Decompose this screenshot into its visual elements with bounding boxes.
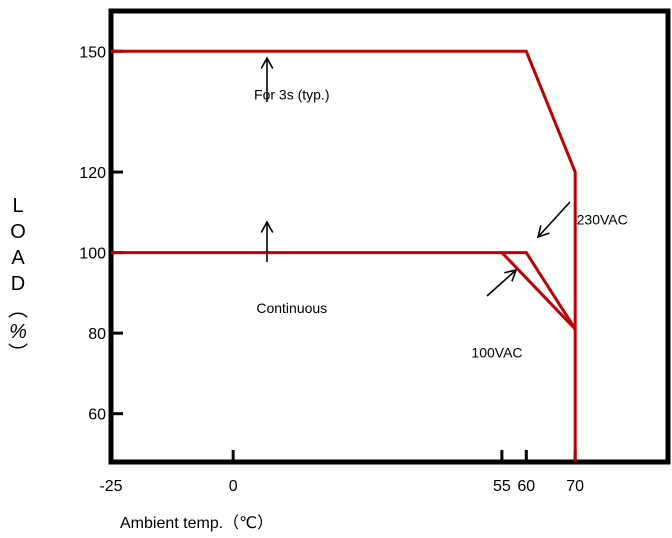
y-tick-label: 60 bbox=[88, 407, 106, 424]
annotation-label: For 3s (typ.) bbox=[254, 87, 329, 103]
y-tick-label: 80 bbox=[88, 326, 106, 343]
x-tick-label: -25 bbox=[99, 478, 122, 495]
annotation-arrows bbox=[260, 56, 571, 297]
x-tick-group: -25 0 55 60 70 bbox=[99, 450, 584, 495]
y-axis-title-char: ︶ bbox=[8, 342, 28, 365]
y-axis-title-char: L bbox=[12, 195, 23, 217]
series-line-3 bbox=[500, 251, 577, 331]
arrow-up-right-icon bbox=[486, 268, 518, 297]
y-tick-label: 100 bbox=[79, 246, 106, 263]
annotation-label: Continuous bbox=[256, 300, 327, 316]
series-line-1 bbox=[111, 49, 577, 462]
series-line-2 bbox=[111, 251, 577, 330]
arrow-down-left-icon bbox=[536, 201, 571, 239]
annotation-group: For 3s (typ.) Continuous 230VAC 100VAC bbox=[254, 87, 628, 361]
arrow-up-icon bbox=[260, 220, 274, 262]
x-tick-label: 0 bbox=[229, 478, 238, 495]
y-tick-label: 150 bbox=[79, 44, 106, 61]
annotation-label: 100VAC bbox=[471, 344, 522, 360]
y-tick-group: 60 80 100 120 150 bbox=[79, 44, 123, 424]
x-tick-label: 55 bbox=[493, 478, 511, 495]
y-axis-title-char: ︵ bbox=[8, 299, 28, 321]
x-tick-label: 60 bbox=[517, 478, 535, 495]
y-axis-title-char: O bbox=[10, 221, 26, 243]
y-axis-title-char: D bbox=[11, 273, 25, 295]
y-axis-title-char: % bbox=[9, 321, 27, 343]
x-axis-title: Ambient temp.（℃） bbox=[120, 514, 273, 532]
y-axis-title-char: A bbox=[11, 247, 25, 269]
y-tick-label: 120 bbox=[79, 165, 106, 182]
x-tick-label: 70 bbox=[566, 478, 584, 495]
annotation-label: 230VAC bbox=[577, 211, 628, 227]
series-group bbox=[111, 49, 577, 462]
plot-frame bbox=[108, 8, 671, 465]
arrow-up-icon bbox=[260, 56, 274, 102]
